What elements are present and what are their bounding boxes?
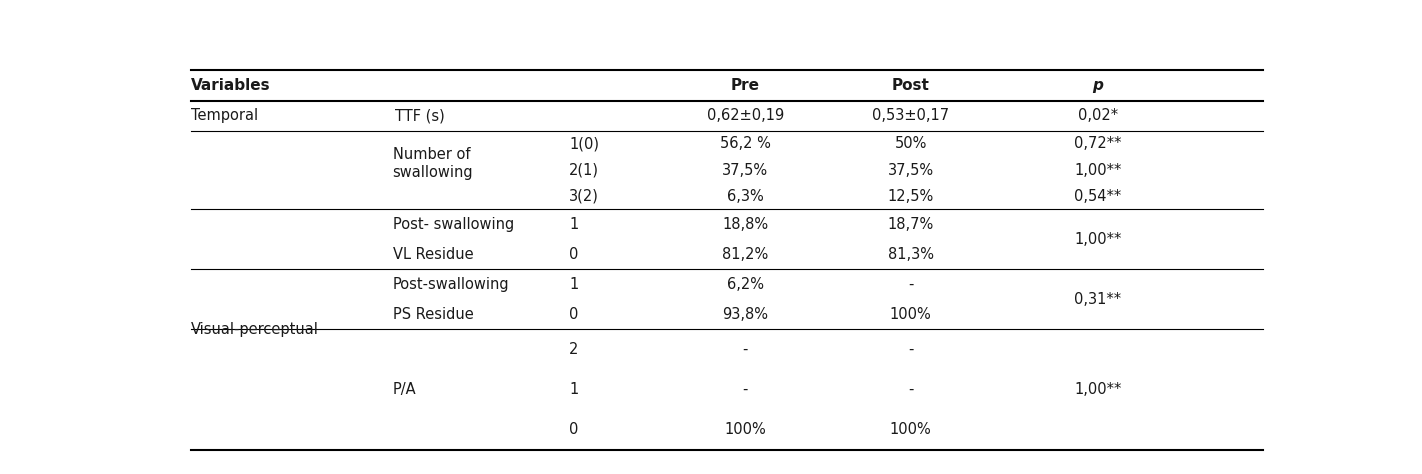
Text: 18,8%: 18,8% bbox=[722, 217, 768, 232]
Text: 18,7%: 18,7% bbox=[887, 217, 934, 232]
Text: 37,5%: 37,5% bbox=[722, 163, 768, 178]
Text: 2(1): 2(1) bbox=[569, 163, 599, 178]
Text: 0: 0 bbox=[569, 247, 579, 262]
Text: 0: 0 bbox=[569, 307, 579, 322]
Text: 0,54**: 0,54** bbox=[1075, 189, 1122, 204]
Text: Post- swallowing: Post- swallowing bbox=[392, 217, 513, 232]
Text: -: - bbox=[907, 277, 913, 292]
Text: 0,31**: 0,31** bbox=[1075, 292, 1122, 307]
Text: 6,3%: 6,3% bbox=[727, 189, 764, 204]
Text: VL Residue: VL Residue bbox=[392, 247, 474, 262]
Text: Number of
swallowing: Number of swallowing bbox=[392, 147, 474, 180]
Text: -: - bbox=[742, 342, 748, 357]
Text: P/A: P/A bbox=[392, 382, 417, 397]
Text: 1: 1 bbox=[569, 382, 579, 397]
Text: 0,53±0,17: 0,53±0,17 bbox=[872, 108, 948, 123]
Text: 100%: 100% bbox=[890, 422, 931, 437]
Text: PS Residue: PS Residue bbox=[392, 307, 474, 322]
Text: 1: 1 bbox=[569, 277, 579, 292]
Text: 1(0): 1(0) bbox=[569, 136, 599, 151]
Text: TTF (s): TTF (s) bbox=[395, 108, 445, 123]
Text: 0: 0 bbox=[569, 422, 579, 437]
Text: 37,5%: 37,5% bbox=[887, 163, 934, 178]
Text: 81,2%: 81,2% bbox=[722, 247, 768, 262]
Text: Post-swallowing: Post-swallowing bbox=[392, 277, 509, 292]
Text: 100%: 100% bbox=[890, 307, 931, 322]
Text: 6,2%: 6,2% bbox=[727, 277, 764, 292]
Text: Variables: Variables bbox=[191, 78, 270, 92]
Text: 0,62±0,19: 0,62±0,19 bbox=[707, 108, 784, 123]
Text: 1: 1 bbox=[569, 217, 579, 232]
Text: 0,72**: 0,72** bbox=[1074, 136, 1122, 151]
Text: Pre: Pre bbox=[731, 78, 759, 92]
Text: 0,02*: 0,02* bbox=[1078, 108, 1118, 123]
Text: Visual-perceptual: Visual-perceptual bbox=[191, 322, 319, 337]
Text: 50%: 50% bbox=[894, 136, 927, 151]
Text: 3(2): 3(2) bbox=[569, 189, 599, 204]
Text: 1,00**: 1,00** bbox=[1074, 382, 1122, 397]
Text: 100%: 100% bbox=[724, 422, 766, 437]
Text: Post: Post bbox=[892, 78, 930, 92]
Text: -: - bbox=[907, 382, 913, 397]
Text: 1,00**: 1,00** bbox=[1074, 163, 1122, 178]
Text: 56,2 %: 56,2 % bbox=[720, 136, 771, 151]
Text: -: - bbox=[742, 382, 748, 397]
Text: 12,5%: 12,5% bbox=[887, 189, 934, 204]
Text: 81,3%: 81,3% bbox=[887, 247, 934, 262]
Text: -: - bbox=[907, 342, 913, 357]
Text: 1,00**: 1,00** bbox=[1074, 232, 1122, 247]
Text: 2: 2 bbox=[569, 342, 579, 357]
Text: p: p bbox=[1092, 78, 1103, 92]
Text: 93,8%: 93,8% bbox=[722, 307, 768, 322]
Text: Temporal: Temporal bbox=[191, 108, 259, 123]
